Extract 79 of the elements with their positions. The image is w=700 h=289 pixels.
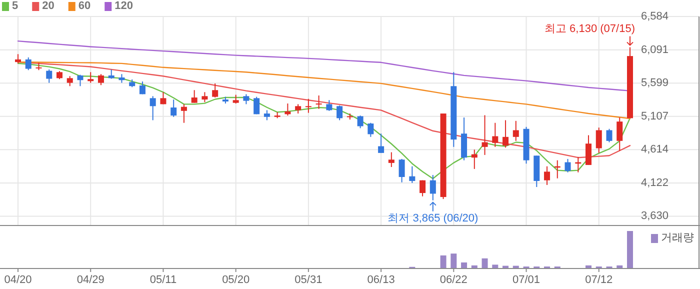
candlestick (502, 120, 509, 148)
candlestick (108, 68, 114, 80)
candlestick (243, 94, 250, 105)
candlestick (368, 122, 374, 138)
candlestick (398, 158, 405, 183)
candlestick (512, 120, 519, 142)
x-tick-label: 07/01 (512, 274, 540, 286)
x-tick-label: 05/20 (222, 274, 250, 286)
candlestick (139, 80, 146, 95)
candlestick (378, 133, 384, 154)
annotation: 최고 6,130 (07/15) (544, 23, 635, 36)
candlestick (284, 103, 291, 116)
candlestick (160, 92, 166, 105)
candlestick (409, 166, 416, 184)
candlestick (430, 174, 436, 201)
y-tick-label: 4,614 (641, 144, 669, 156)
candlestick (254, 96, 260, 115)
candlestick (388, 152, 394, 168)
candlestick (295, 104, 302, 114)
candlestick (564, 158, 571, 173)
candlestick (191, 90, 198, 104)
candlestick (36, 62, 42, 71)
bar (471, 265, 478, 268)
candlestick (88, 72, 94, 84)
y-tick-label: 6,584 (641, 10, 669, 22)
annotation: 최저 3,865 (06/20) (388, 212, 478, 224)
candlestick (616, 117, 623, 152)
y-tick-label: 5,599 (641, 77, 669, 90)
x-tick-label: 04/20 (4, 274, 32, 286)
candlestick (305, 98, 312, 114)
candlestick (471, 149, 478, 170)
x-tick-label: 06/13 (367, 274, 395, 286)
candlestick (326, 100, 332, 112)
candlestick (492, 122, 498, 148)
candlestick (264, 110, 270, 121)
candlestick (596, 127, 602, 154)
bar (586, 265, 592, 268)
candlestick (180, 104, 187, 124)
candlestick (170, 99, 177, 118)
bar (482, 258, 488, 268)
bar (440, 255, 446, 268)
candlestick (202, 92, 208, 103)
legend-label: 60 (78, 0, 91, 12)
candlestick (420, 180, 426, 197)
y-tick-label: 4,122 (641, 176, 669, 189)
candlestick (150, 96, 156, 121)
x-tick-label: 07/12 (585, 274, 613, 286)
candlestick (77, 74, 84, 87)
candlestick (357, 115, 364, 129)
y-tick-label: 5,107 (641, 110, 669, 122)
y-tick-label: 6,091 (641, 44, 669, 56)
legend-label: 5 (12, 0, 18, 12)
legend-label: 20 (42, 0, 54, 12)
x-tick-label: 05/31 (294, 274, 322, 286)
candlestick (482, 114, 488, 156)
candlestick (15, 54, 21, 64)
legend-label: 거래량 (661, 232, 694, 244)
candlestick (544, 166, 550, 186)
candlestick (606, 128, 612, 143)
legend-label: 120 (114, 0, 133, 12)
bar (492, 264, 498, 268)
candlestick (25, 56, 32, 71)
x-tick-label: 05/11 (150, 274, 177, 286)
candlestick (586, 134, 592, 166)
bar (627, 231, 633, 268)
candlestick (46, 68, 52, 84)
legend: 거래량 (651, 232, 694, 244)
bar (616, 265, 623, 268)
x-tick-label: 06/22 (440, 274, 468, 286)
y-tick-label: 3,630 (641, 210, 669, 222)
candlestick (316, 94, 322, 110)
candlestick (461, 117, 468, 161)
bar (450, 254, 457, 268)
bar (461, 262, 468, 268)
x-tick-label: 04/29 (76, 274, 104, 286)
candlestick (66, 76, 73, 87)
candlestick (212, 82, 218, 98)
candlestick (336, 104, 343, 121)
candlestick (98, 74, 104, 86)
